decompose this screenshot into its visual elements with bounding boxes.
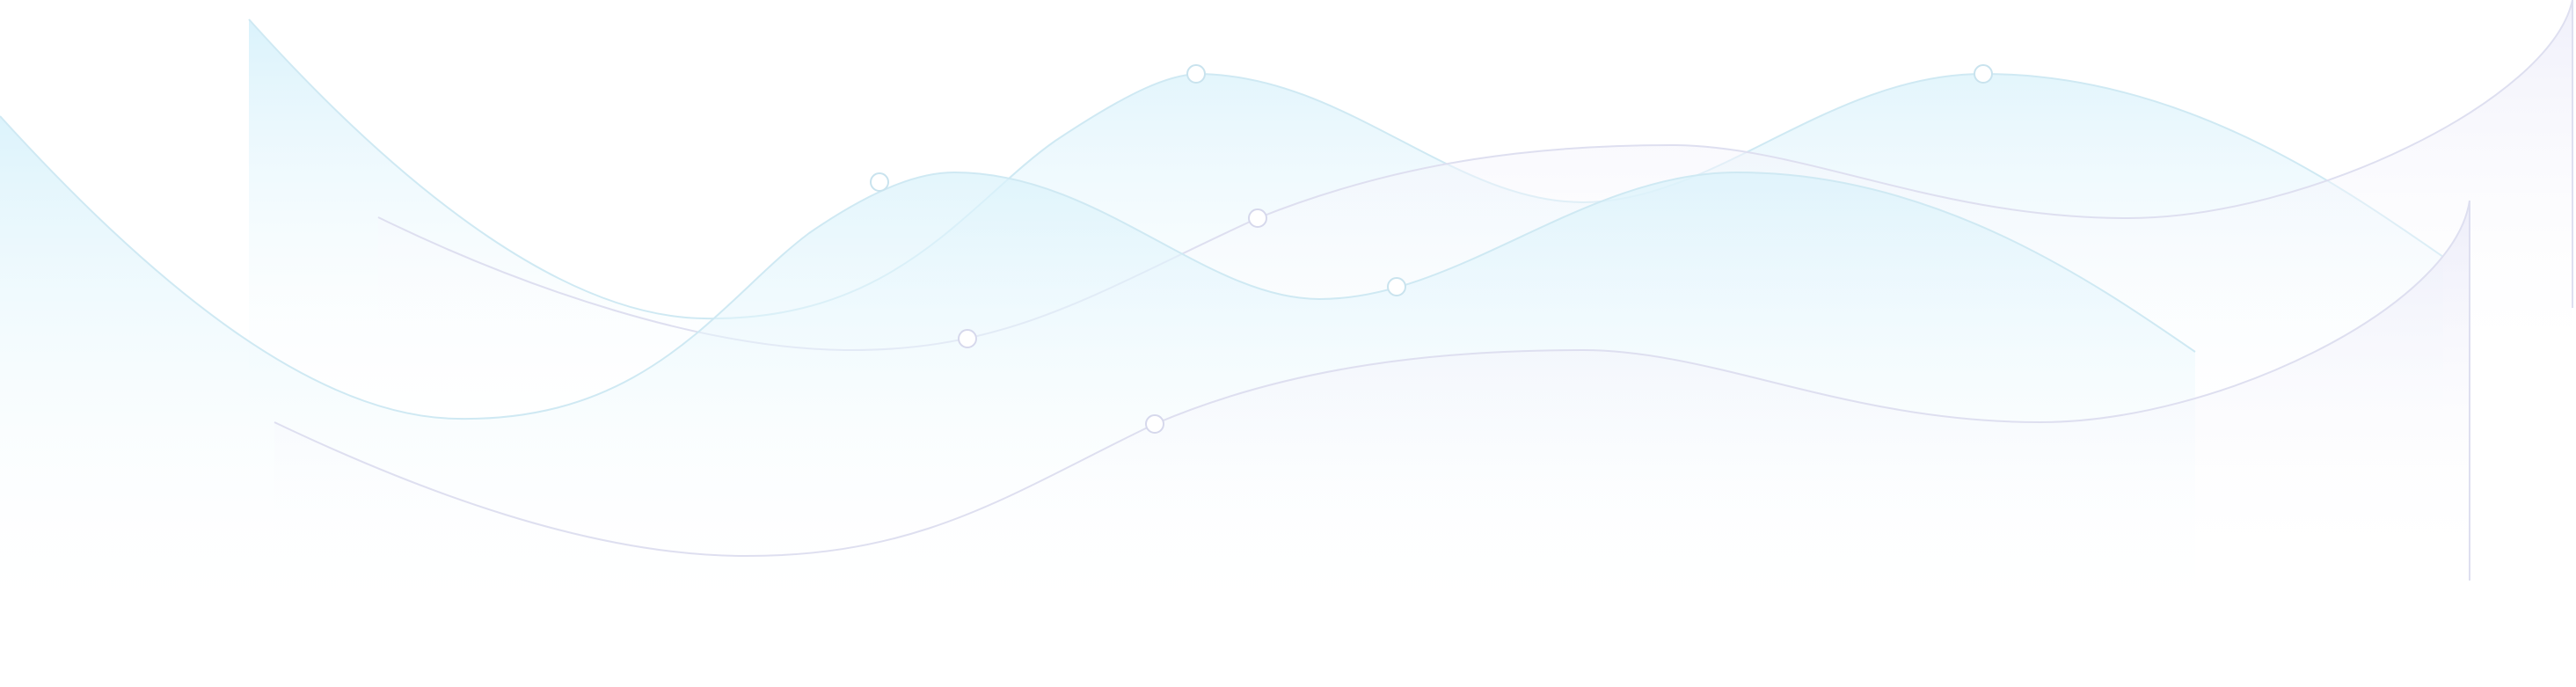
wave-marker [870,172,889,192]
wave-marker [958,329,977,348]
wave-markers [870,64,1993,434]
wave-marker [1974,64,1993,84]
wave-marker [1387,277,1406,296]
wave-marker [1145,414,1164,434]
wave-marker [1186,64,1206,84]
lavender-wave-front-line [274,200,2470,581]
lavender-wave-front [274,200,2470,581]
cyan-wave-back-line [248,18,2444,320]
cyan-wave-front-line [0,115,2196,420]
wave-marker [1248,208,1267,228]
lavender-wave-front-fill [274,201,2470,581]
